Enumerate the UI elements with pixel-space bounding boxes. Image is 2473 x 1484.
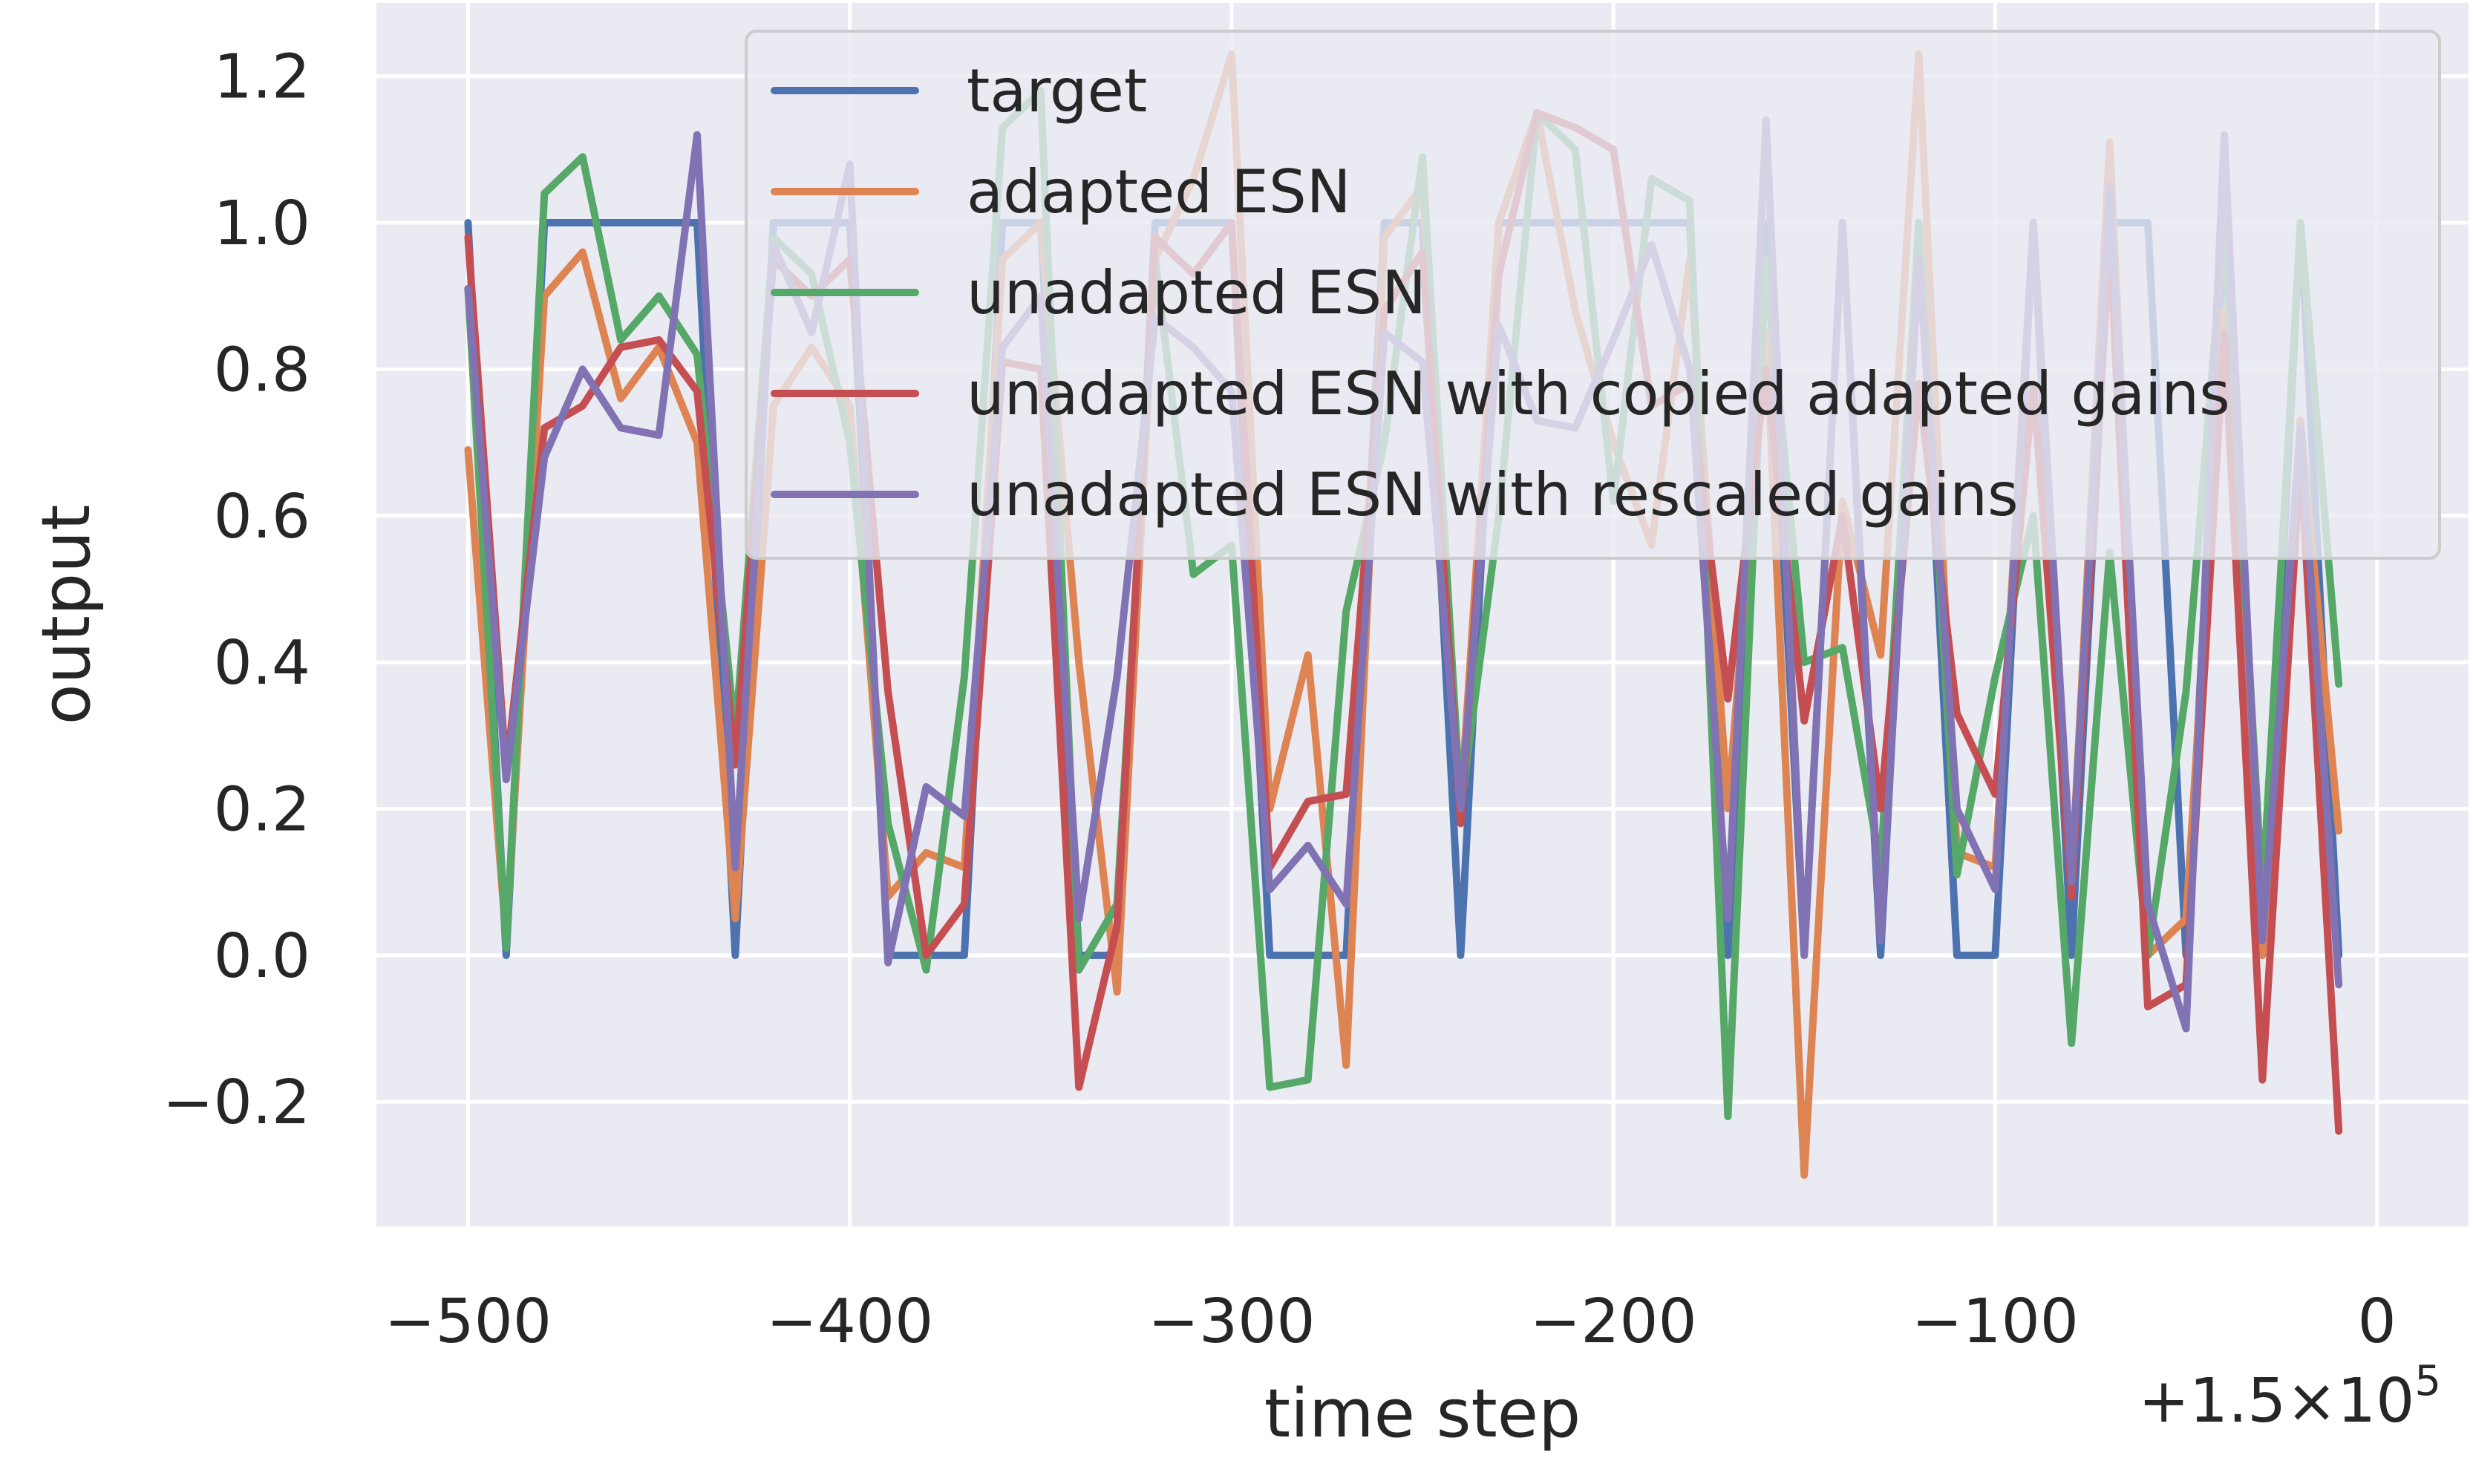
y-tick-label: 0.8 <box>214 335 310 405</box>
x-tick-labels: −500 −400 −300 −200 −100 0 <box>385 1287 2397 1357</box>
y-tick-label: 0.4 <box>214 628 310 699</box>
x-tick-label: −100 <box>1912 1287 2079 1357</box>
y-tick-label: 0.0 <box>214 921 310 992</box>
x-tick-label: −200 <box>1529 1287 1696 1357</box>
x-tick-label: 0 <box>2357 1287 2396 1357</box>
legend-label: unadapted ESN with rescaled gains <box>967 460 2019 529</box>
y-tick-label: 0.6 <box>214 482 310 552</box>
legend: target adapted ESN unadapted ESN unadapted … <box>745 30 2441 560</box>
x-axis-offset-label: +1.5×105 <box>2138 1357 2441 1436</box>
x-axis-label: time step <box>1264 1375 1581 1453</box>
legend-box <box>745 30 2441 560</box>
x-tick-label: −500 <box>385 1287 552 1357</box>
y-tick-label: −0.2 <box>163 1068 310 1138</box>
legend-label: unadapted ESN with copied adapted gains <box>967 359 2230 428</box>
y-tick-labels: −0.2 0.0 0.2 0.4 0.6 0.8 1.0 1.2 <box>163 42 310 1139</box>
legend-label: adapted ESN <box>967 157 1351 226</box>
y-axis-label: output <box>27 505 105 725</box>
y-tick-label: 0.2 <box>214 775 310 846</box>
y-tick-label: 1.2 <box>214 42 310 113</box>
x-tick-label: −300 <box>1148 1287 1315 1357</box>
legend-label: unadapted ESN <box>967 258 1426 327</box>
legend-label: target <box>967 56 1147 125</box>
x-tick-label: −400 <box>766 1287 933 1357</box>
y-tick-label: 1.0 <box>214 189 310 259</box>
